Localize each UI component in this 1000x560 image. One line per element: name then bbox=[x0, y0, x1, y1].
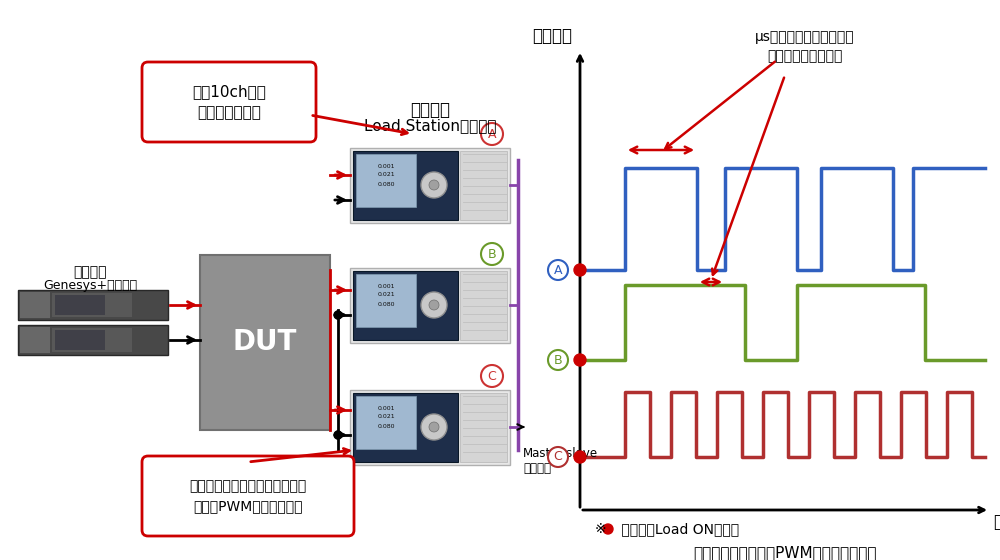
FancyBboxPatch shape bbox=[353, 393, 458, 462]
Text: Master-slave
ケーブル: Master-slave ケーブル bbox=[523, 447, 598, 475]
FancyBboxPatch shape bbox=[353, 271, 458, 340]
Circle shape bbox=[334, 431, 342, 439]
Text: 0.001: 0.001 bbox=[377, 405, 395, 410]
Text: 0.001: 0.001 bbox=[377, 283, 395, 288]
Text: A: A bbox=[488, 128, 496, 141]
Circle shape bbox=[334, 311, 342, 319]
FancyBboxPatch shape bbox=[356, 274, 416, 327]
Text: 0.021: 0.021 bbox=[377, 172, 395, 178]
Text: 0.021: 0.021 bbox=[377, 414, 395, 419]
Text: 0.080: 0.080 bbox=[377, 301, 395, 306]
Text: 時間: 時間 bbox=[993, 513, 1000, 531]
Text: 0.001: 0.001 bbox=[377, 164, 395, 169]
Text: 最大10ch分の
同期運転が可能: 最大10ch分の 同期運転が可能 bbox=[192, 84, 266, 120]
FancyBboxPatch shape bbox=[52, 328, 132, 352]
FancyBboxPatch shape bbox=[200, 255, 330, 430]
Circle shape bbox=[603, 524, 613, 534]
Text: 0.080: 0.080 bbox=[377, 423, 395, 428]
Circle shape bbox=[429, 180, 439, 190]
FancyBboxPatch shape bbox=[356, 154, 416, 207]
Text: A: A bbox=[554, 264, 562, 277]
Circle shape bbox=[548, 447, 568, 467]
FancyBboxPatch shape bbox=[18, 325, 168, 355]
Text: 負荷電流: 負荷電流 bbox=[532, 27, 572, 45]
FancyBboxPatch shape bbox=[20, 327, 50, 353]
Circle shape bbox=[421, 292, 447, 318]
Text: μsオーダーからパルス幅
の設定が可能です。: μsオーダーからパルス幅 の設定が可能です。 bbox=[755, 30, 855, 63]
FancyBboxPatch shape bbox=[142, 456, 354, 536]
Circle shape bbox=[574, 264, 586, 276]
Text: 定電流多チャンネルPWM制御電流波形図: 定電流多チャンネルPWM制御電流波形図 bbox=[693, 545, 877, 560]
FancyBboxPatch shape bbox=[20, 292, 50, 318]
Text: C: C bbox=[488, 370, 496, 382]
FancyBboxPatch shape bbox=[55, 330, 105, 350]
Circle shape bbox=[481, 243, 503, 265]
Text: Load Stationシリーズ: Load Stationシリーズ bbox=[364, 119, 496, 133]
FancyBboxPatch shape bbox=[460, 393, 507, 462]
FancyBboxPatch shape bbox=[356, 396, 416, 449]
Text: ダイナミックモードで電子負荷
各々にPWM定電流を設定: ダイナミックモードで電子負荷 各々にPWM定電流を設定 bbox=[189, 479, 307, 513]
FancyBboxPatch shape bbox=[460, 151, 507, 220]
FancyBboxPatch shape bbox=[350, 390, 510, 465]
FancyBboxPatch shape bbox=[350, 268, 510, 343]
Circle shape bbox=[429, 422, 439, 432]
Text: 電子負荷: 電子負荷 bbox=[410, 101, 450, 119]
Text: B: B bbox=[488, 248, 496, 260]
FancyBboxPatch shape bbox=[55, 295, 105, 315]
FancyBboxPatch shape bbox=[353, 151, 458, 220]
Text: 0.080: 0.080 bbox=[377, 181, 395, 186]
Text: 同期したLoad ONが可能: 同期したLoad ONが可能 bbox=[617, 522, 739, 536]
Text: B: B bbox=[554, 353, 562, 366]
Circle shape bbox=[481, 123, 503, 145]
FancyBboxPatch shape bbox=[142, 62, 316, 142]
Text: C: C bbox=[554, 450, 562, 464]
Text: 直流電源: 直流電源 bbox=[73, 265, 107, 279]
Circle shape bbox=[548, 350, 568, 370]
Circle shape bbox=[421, 172, 447, 198]
Circle shape bbox=[429, 300, 439, 310]
Text: 0.021: 0.021 bbox=[377, 292, 395, 297]
Text: DUT: DUT bbox=[233, 329, 297, 357]
Text: Genesys+シリーズ: Genesys+シリーズ bbox=[43, 278, 137, 292]
Circle shape bbox=[421, 414, 447, 440]
FancyBboxPatch shape bbox=[52, 293, 132, 317]
FancyBboxPatch shape bbox=[350, 148, 510, 223]
FancyBboxPatch shape bbox=[460, 271, 507, 340]
Circle shape bbox=[548, 260, 568, 280]
Text: ※: ※ bbox=[595, 522, 607, 536]
Circle shape bbox=[574, 451, 586, 463]
Circle shape bbox=[481, 365, 503, 387]
FancyBboxPatch shape bbox=[18, 290, 168, 320]
Circle shape bbox=[574, 354, 586, 366]
